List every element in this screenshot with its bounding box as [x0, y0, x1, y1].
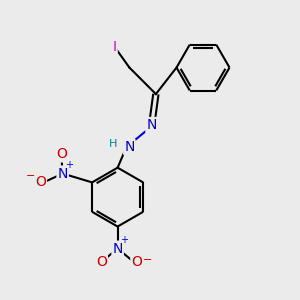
Text: O: O	[131, 255, 142, 269]
Text: I: I	[113, 40, 117, 54]
Text: +: +	[120, 236, 128, 245]
Text: O: O	[35, 176, 46, 189]
Text: −: −	[26, 171, 35, 181]
Text: N: N	[146, 118, 157, 132]
Text: O: O	[56, 147, 67, 161]
Text: N: N	[58, 167, 68, 181]
Text: N: N	[124, 140, 135, 154]
Text: O: O	[96, 255, 107, 269]
Text: N: N	[112, 242, 123, 256]
Text: −: −	[142, 255, 152, 266]
Text: H: H	[109, 139, 117, 149]
Text: +: +	[65, 160, 73, 170]
